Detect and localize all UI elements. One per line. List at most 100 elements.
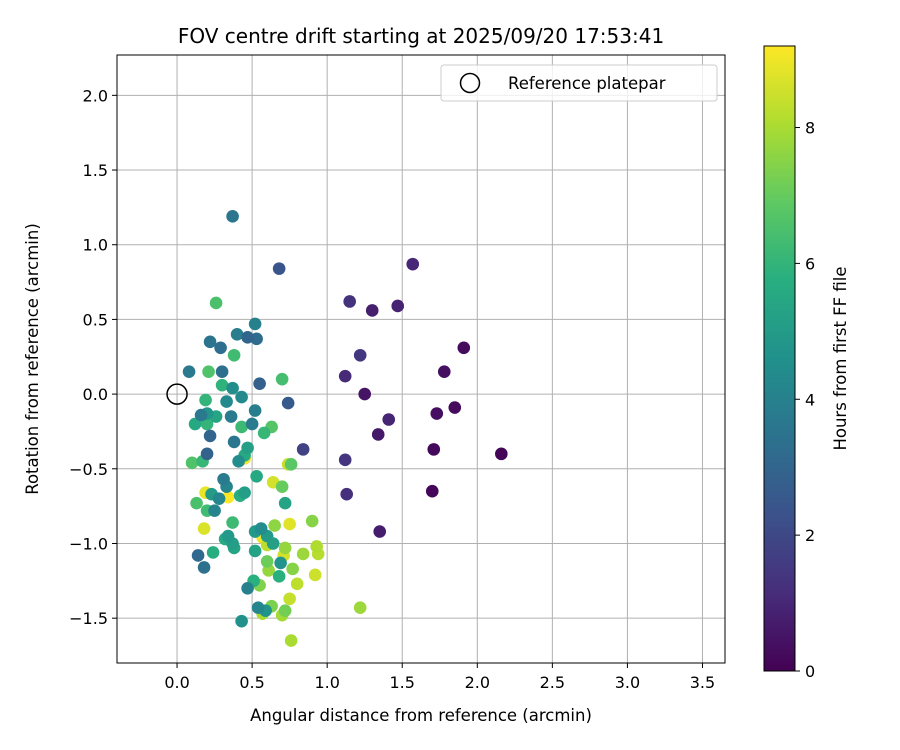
y-tick-label: −0.5 — [69, 460, 108, 479]
data-point — [371, 428, 385, 441]
data-point — [427, 443, 441, 456]
data-point — [251, 601, 265, 615]
x-tick-label: 3.5 — [690, 673, 715, 692]
legend-reference-marker — [459, 72, 481, 94]
colorbar-gradient — [764, 46, 795, 671]
data-point — [200, 447, 214, 461]
colorbar-label: Hours from first FF file — [831, 266, 850, 450]
data-point — [197, 561, 211, 574]
data-point — [248, 544, 262, 558]
data-point — [382, 413, 396, 426]
y-tick-label: 2.0 — [83, 86, 108, 105]
data-point — [343, 295, 356, 308]
y-tick-label: −1.0 — [69, 534, 108, 553]
data-point — [281, 396, 295, 410]
y-tick-label: 1.0 — [83, 236, 108, 255]
data-point — [215, 365, 229, 378]
data-point — [248, 404, 262, 417]
legend-box — [440, 64, 718, 102]
data-point — [284, 634, 298, 647]
data-point — [217, 472, 230, 486]
data-point — [227, 435, 241, 449]
data-point — [278, 496, 292, 510]
data-point — [202, 365, 215, 378]
data-point — [245, 417, 259, 431]
reference-marker-group — [166, 383, 188, 405]
data-point — [230, 328, 244, 341]
data-point — [275, 372, 289, 386]
data-points — [182, 210, 508, 647]
data-point — [235, 390, 248, 404]
data-point — [260, 555, 274, 568]
data-point — [209, 296, 223, 310]
y-axis: −1.5 −1.0 −0.5 0.0 0.5 1.0 1.5 2.0 — [69, 86, 117, 628]
data-point — [208, 504, 221, 517]
x-tick-label: 1.5 — [390, 673, 415, 692]
data-point — [235, 614, 248, 628]
data-point — [406, 257, 420, 271]
data-point — [226, 210, 239, 223]
data-point — [425, 484, 439, 498]
data-point — [206, 546, 220, 559]
y-tick-label: 0.5 — [83, 310, 108, 329]
x-tick-label: 0.0 — [164, 673, 189, 692]
data-point — [248, 317, 262, 331]
data-point — [200, 417, 214, 431]
colorbar-tick-label: 8 — [805, 119, 815, 138]
data-point — [215, 378, 229, 392]
data-point — [457, 341, 471, 355]
data-point — [227, 348, 241, 362]
colorbar-ticks: 0 2 4 6 8 — [795, 119, 815, 681]
data-point — [199, 393, 212, 407]
data-point — [203, 335, 217, 349]
data-point — [430, 407, 444, 420]
data-point — [308, 568, 322, 582]
data-point — [283, 592, 296, 606]
colorbar-tick-label: 2 — [805, 526, 815, 545]
data-point — [241, 331, 254, 344]
x-tick-label: 0.5 — [239, 673, 264, 692]
data-point — [185, 456, 199, 470]
y-tick-label: 1.5 — [83, 161, 108, 180]
data-point — [224, 410, 238, 423]
y-axis-label: Rotation from reference (arcmin) — [23, 223, 42, 495]
data-point — [283, 517, 296, 531]
data-point — [188, 417, 202, 431]
data-point — [253, 377, 266, 390]
data-point — [286, 562, 299, 576]
plot-frame — [116, 54, 726, 664]
data-point — [284, 458, 298, 471]
data-point — [226, 516, 239, 529]
data-point — [191, 549, 205, 562]
x-tick-label: 2.0 — [465, 673, 490, 692]
data-point — [241, 441, 254, 455]
data-point — [220, 395, 233, 408]
data-point — [437, 365, 451, 378]
data-point — [268, 519, 281, 532]
grid — [117, 55, 725, 663]
data-point — [340, 487, 353, 501]
y-tick-label: −1.5 — [69, 609, 108, 628]
data-point — [212, 492, 226, 505]
legend-label: Reference platepar — [508, 74, 666, 93]
data-point — [214, 341, 227, 355]
colorbar: 0 2 4 6 8 Hours from first FF file — [763, 45, 850, 681]
x-tick-label: 1.0 — [314, 673, 339, 692]
data-point — [365, 304, 379, 317]
data-point — [278, 604, 292, 618]
legend: Reference platepar — [440, 64, 718, 102]
data-point — [197, 522, 211, 535]
data-point — [194, 408, 208, 422]
data-point — [250, 469, 263, 483]
x-tick-label: 2.5 — [540, 673, 565, 692]
data-point — [182, 365, 196, 378]
data-point — [296, 547, 310, 561]
y-tick-label: 0.0 — [83, 385, 108, 404]
data-point — [274, 556, 287, 570]
data-point — [275, 480, 289, 494]
x-axis-label: Angular distance from reference (arcmin) — [250, 706, 592, 725]
data-point — [272, 262, 286, 275]
data-point — [235, 420, 248, 434]
x-tick-label: 3.0 — [615, 673, 640, 692]
